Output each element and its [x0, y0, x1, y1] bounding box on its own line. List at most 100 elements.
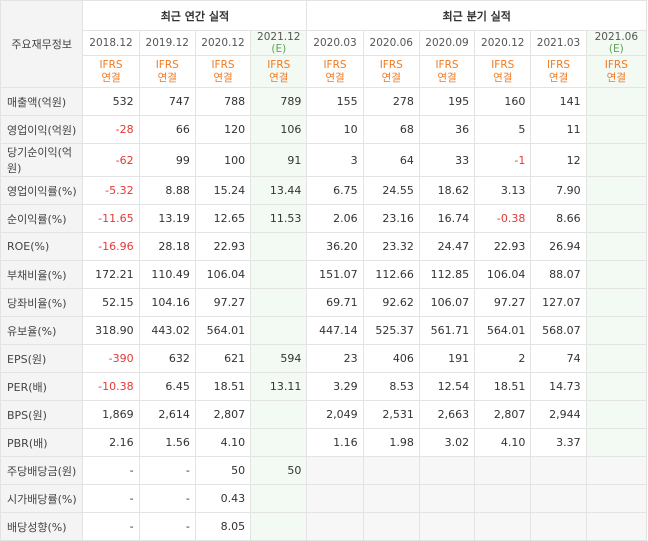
- table-cell: 110.49: [138, 260, 196, 289]
- table-cell: 4.10: [194, 428, 252, 457]
- table-cell: 561.71: [418, 316, 476, 345]
- table-cell: 195: [418, 87, 476, 116]
- table-cell: 15.24: [194, 176, 252, 205]
- ifrs-text: IFRS: [323, 58, 347, 71]
- table-cell: 8.66: [530, 204, 587, 233]
- table-cell: -: [138, 512, 196, 541]
- table-cell: 92.62: [362, 288, 420, 317]
- table-cell: 155: [306, 87, 364, 116]
- ifrs-text: IFRS: [99, 58, 123, 71]
- table-cell: 22.93: [194, 232, 252, 261]
- consolidated-text: 연결: [548, 71, 569, 84]
- period-header: 2020.12: [474, 30, 532, 56]
- table-cell: [585, 400, 648, 429]
- table-cell: 127.07: [530, 288, 587, 317]
- row-label: 영업이익률(%): [0, 176, 84, 205]
- table-cell: [474, 456, 532, 485]
- ifrs-text: IFRS: [604, 58, 628, 71]
- ifrs-text: IFRS: [546, 58, 571, 71]
- table-cell: 2,807: [194, 400, 252, 429]
- period-label: 2020.12: [481, 37, 525, 49]
- table-cell: [250, 316, 308, 345]
- table-cell: 91: [250, 143, 308, 177]
- row-label: 유보율(%): [0, 316, 84, 345]
- table-cell: 112.66: [362, 260, 420, 289]
- table-cell: 12.65: [194, 204, 252, 233]
- table-cell: [585, 512, 648, 541]
- row-label: 순이익률(%): [0, 204, 84, 233]
- table-cell: 1.98: [362, 428, 420, 457]
- table-cell: -28: [82, 115, 140, 144]
- row-label: 매출액(억원): [0, 87, 84, 116]
- table-cell: 18.51: [194, 372, 252, 401]
- table-cell: 22.93: [474, 232, 532, 261]
- table-cell: -: [82, 512, 140, 541]
- ifrs-consolidated-label: IFRS 연결: [138, 55, 196, 88]
- table-cell: 23: [306, 344, 364, 373]
- period-label: 2020.06: [369, 37, 413, 49]
- table-cell: 36: [418, 115, 476, 144]
- table-cell: 12.54: [418, 372, 476, 401]
- table-row: EPS(원) -390 632 621 594 23 406 191 2 74: [0, 344, 648, 373]
- table-cell: -5.32: [82, 176, 140, 205]
- table-cell: [585, 232, 648, 261]
- ifrs-text: IFRS: [211, 58, 235, 71]
- table-cell: [474, 484, 532, 513]
- table-cell: -0.38: [474, 204, 532, 233]
- table-cell: 13.19: [138, 204, 196, 233]
- table-cell: [250, 400, 308, 429]
- table-cell: 532: [82, 87, 140, 116]
- table-cell: 28.18: [138, 232, 196, 261]
- table-row: 순이익률(%) -11.65 13.19 12.65 11.53 2.06 23.16 16.…: [0, 204, 648, 233]
- table-cell: [585, 143, 648, 177]
- table-cell: -: [82, 456, 140, 485]
- row-label: 시가배당률(%): [0, 484, 84, 513]
- table-cell: 2: [474, 344, 532, 373]
- table-cell: 12: [530, 143, 587, 177]
- table-cell: [585, 115, 648, 144]
- table-cell: 2.16: [82, 428, 140, 457]
- table-cell: 11.53: [250, 204, 308, 233]
- table-row: 부채비율(%) 172.21 110.49 106.04 151.07 112.66 112…: [0, 260, 648, 289]
- table-cell: 0.43: [194, 484, 252, 513]
- ifrs-consolidated-label: IFRS 연결: [306, 55, 364, 88]
- ifrs-consolidated-label: IFRS 연결: [418, 55, 476, 88]
- ifrs-consolidated-label: IFRS 연결: [194, 55, 252, 88]
- table-cell: 16.74: [418, 204, 476, 233]
- table-cell: 2,944: [530, 400, 587, 429]
- table-cell: [250, 288, 308, 317]
- table-row: 시가배당률(%) - -0.43: [0, 484, 648, 513]
- table-row: 주당배당금(원) - -50 50: [0, 456, 648, 485]
- ifrs-consolidated-label: IFRS 연결: [82, 55, 140, 88]
- period-label: 2020.09: [425, 37, 469, 49]
- period-label: 2021.12: [257, 31, 301, 43]
- ifrs-text: IFRS: [435, 58, 459, 71]
- table-cell: 33: [418, 143, 476, 177]
- table-cell: 788: [194, 87, 252, 116]
- table-cell: 3.02: [418, 428, 476, 457]
- table-cell: [585, 372, 648, 401]
- row-label: 주당배당금(원): [0, 456, 84, 485]
- table-cell: 14.73: [530, 372, 587, 401]
- table-cell: [585, 344, 648, 373]
- table-cell: 160: [474, 87, 532, 116]
- table-cell: 564.01: [194, 316, 252, 345]
- table-cell: 106: [250, 115, 308, 144]
- table-cell: [585, 428, 648, 457]
- period-header: 2020.12: [194, 30, 252, 56]
- table-cell: 50: [250, 456, 308, 485]
- table-cell: [585, 456, 648, 485]
- table-cell: 172.21: [82, 260, 140, 289]
- table-cell: 191: [418, 344, 476, 373]
- table-cell: 13.11: [250, 372, 308, 401]
- table-cell: 13.44: [250, 176, 308, 205]
- period-header: 2020.06: [362, 30, 420, 56]
- table-cell: [585, 288, 648, 317]
- table-cell: 74: [530, 344, 587, 373]
- table-cell: [306, 456, 364, 485]
- table-row: 유보율(%) 318.90 443.02 564.01 447.14 525.37 561.…: [0, 316, 648, 345]
- table-cell: [418, 456, 476, 485]
- table-row: 당기순이익(억원) -62 99 100 91 3 64 33 -1 12: [0, 143, 648, 177]
- table-cell: -11.65: [82, 204, 140, 233]
